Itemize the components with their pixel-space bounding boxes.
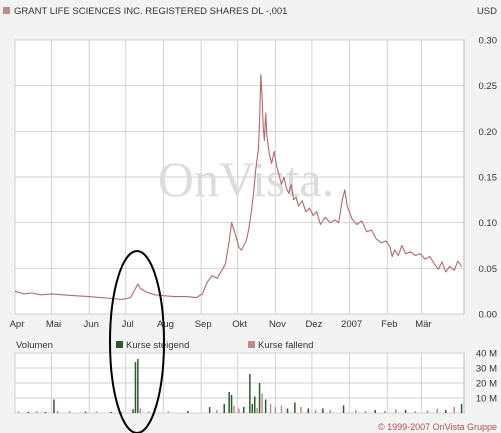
volume-bar [230,395,233,413]
price-y-tick-label: 0.10 [479,218,498,229]
title-legend-swatch [3,7,10,14]
volume-bar [56,410,59,414]
volume-bar [307,408,309,413]
volume-bar [223,404,225,413]
volume-bar [384,410,386,414]
legend-falling-label: Kurse fallend [258,340,313,351]
volume-bar [17,411,20,413]
volume-bar [426,410,429,413]
price-y-tick-label: 0.15 [479,173,498,184]
x-tick-label: Dez [305,319,322,330]
volume-bar [414,411,417,413]
price-y-tick-label: 0.20 [479,127,498,138]
volume-bar [27,411,30,413]
price-y-tick-label: 0.05 [479,264,498,275]
volume-bar [238,408,240,413]
volume-bar [208,407,211,413]
price-line [14,74,463,300]
volume-bar [404,410,407,413]
volume-bar [44,411,47,413]
price-y-tick-label: 0.25 [479,81,498,92]
volume-bar [258,383,261,413]
volume-bar [436,408,438,413]
price-grid [14,39,464,315]
x-axis: Apr Mai Jun Jul Aug Sep Okt Nov Dez 2007 Feb Mär [10,319,432,330]
volume-bar [137,359,139,413]
volume-bar [187,411,189,413]
volume-bar [374,410,376,413]
volume-bar [148,411,150,413]
volume-bar [355,410,357,413]
x-tick-label: Jul [122,319,134,330]
volume-bar [216,410,218,413]
volume-bars [17,359,463,414]
volume-bar [445,410,447,413]
volume-bar [274,407,277,413]
x-tick-label: Sep [195,319,212,330]
volume-y-tick-label: 20 M [476,379,497,390]
volume-bar [460,404,463,413]
volume-bar [249,374,251,413]
volume-bar [132,409,134,414]
volume-y-axis: 10 M 20 M 30 M 40 M [476,349,497,405]
price-series [14,74,463,300]
legend-falling-swatch [248,341,255,348]
volume-bar [286,408,289,413]
volume-bar [280,405,283,413]
watermark: OnVista. [158,151,334,207]
volume-bar [300,407,302,413]
volume-bar [121,411,123,413]
currency-label: USD [477,6,497,17]
volume-y-tick-label: 10 M [476,394,497,405]
x-tick-label: Nov [269,319,286,330]
x-tick-label: Apr [10,319,25,330]
price-y-tick-label: 0.30 [479,36,498,47]
volume-bar [342,405,345,413]
x-tick-label: Mär [415,319,431,330]
volume-label: Volumen [16,340,53,351]
volume-bar [110,411,112,413]
volume-y-tick-label: 40 M [476,349,497,360]
price-y-tick-label: 0.00 [479,310,498,321]
volume-bar [36,411,38,413]
volume-y-tick-label: 30 M [476,364,497,375]
legend-rising-swatch [116,341,123,348]
volume-bar [95,411,98,413]
volume-bar [134,362,137,413]
volume-bar [228,392,230,413]
volume-bar [261,393,263,413]
x-tick-label: Aug [157,319,174,330]
volume-bar [453,407,455,413]
volume-bar [69,411,71,413]
volume-bar [395,409,397,414]
volume-bar [256,407,258,414]
volume-bar [294,402,296,413]
x-tick-label: Okt [232,319,247,330]
x-tick-label: 2007 [341,319,362,330]
volume-bar [139,408,142,413]
chart-title: GRANT LIFE SCIENCES INC. REGISTERED SHAR… [14,6,287,17]
x-tick-label: Jun [84,319,99,330]
volume-bar [254,396,256,413]
x-tick-label: Mai [46,319,61,330]
volume-bar [364,410,367,414]
volume-bar [269,404,272,413]
volume-bar [84,411,87,413]
volume-bar [314,410,317,413]
volume-bar [251,404,253,413]
annotation-ellipse [109,250,165,433]
volume-bar [243,407,245,413]
volume-bar [53,399,55,413]
volume-bar [329,410,331,413]
volume-bar [264,399,267,413]
volume-bar [233,405,235,413]
legend-rising-label: Kurse steigend [126,340,189,351]
volume-bar [167,411,170,413]
price-y-axis: 0.00 0.05 0.10 0.15 0.20 0.25 0.30 [479,36,498,321]
x-tick-label: Feb [381,319,397,330]
copyright: © 1999-2007 OnVista Gruppe [378,422,497,432]
volume-bar [322,408,324,413]
